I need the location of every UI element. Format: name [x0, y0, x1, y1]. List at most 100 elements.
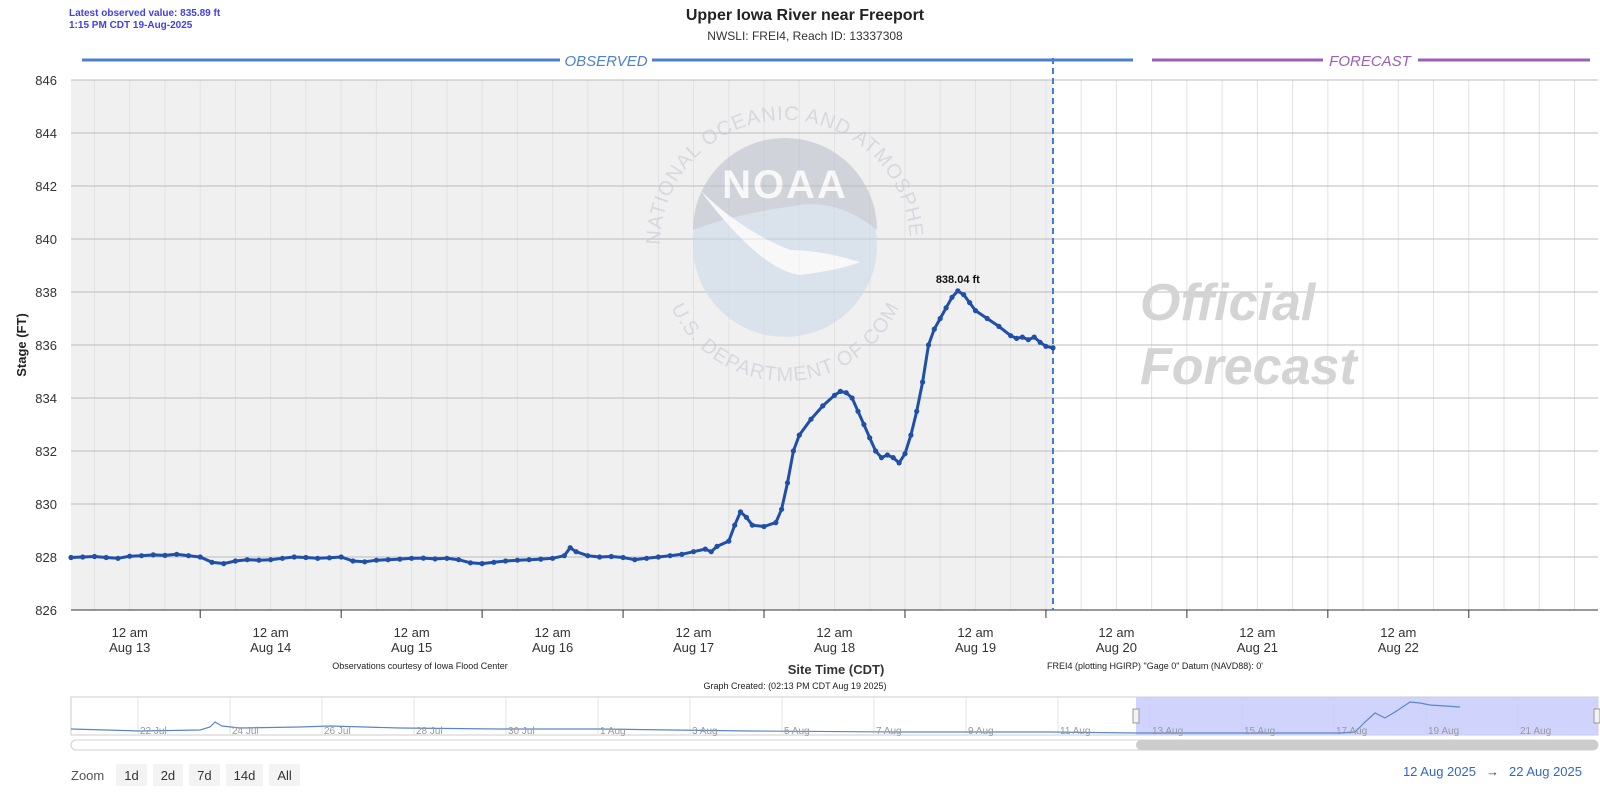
stage-point [567, 545, 573, 551]
x-tick-label-date: Aug 21 [1237, 640, 1278, 655]
x-tick-label-date: Aug 13 [109, 640, 150, 655]
stage-point [920, 379, 926, 385]
latest-value: Latest observed value: 835.89 ft [69, 8, 221, 19]
date-range-display: 12 Aug 2025 → 22 Aug 2025 [1403, 764, 1582, 779]
stage-point [127, 553, 133, 559]
x-tick-label-time: 12 am [1239, 625, 1275, 640]
navigator-date-label: 9 Aug [968, 726, 994, 737]
stage-point [420, 555, 426, 561]
stage-point [708, 549, 714, 555]
datum-note: FREI4 (plotting HGIRP) "Gage 0" Datum (N… [1047, 661, 1263, 671]
stage-point [479, 561, 485, 567]
stage-point [209, 559, 215, 565]
stage-point [620, 554, 626, 561]
zoom-1d-button[interactable]: 1d [116, 764, 147, 786]
stage-point [790, 448, 797, 454]
x-tick-label-date: Aug 19 [955, 640, 996, 655]
stage-point [91, 553, 98, 560]
x-tick-label-date: Aug 15 [391, 640, 432, 655]
stage-point [714, 543, 720, 550]
x-tick-label-time: 12 am [1380, 625, 1416, 640]
stage-point [1019, 334, 1025, 340]
chart-subtitle: NWSLI: FREI4, Reach ID: 13337308 [707, 29, 903, 43]
stage-point [80, 554, 86, 560]
navigator-handle-left[interactable] [1132, 708, 1140, 724]
x-tick-label-date: Aug 22 [1378, 640, 1419, 655]
y-tick-label: 826 [35, 603, 57, 618]
stage-point [861, 421, 867, 428]
latest-observation: Latest observed value: 835.89 ft 1:15 PM… [69, 8, 220, 32]
stage-point [221, 561, 227, 567]
stage-point [679, 551, 685, 557]
stage-point [174, 551, 180, 557]
navigator-handle-right[interactable] [1593, 708, 1600, 724]
stage-point [796, 432, 802, 438]
stage-point [867, 435, 873, 441]
navigator-date-label: 13 Aug [1152, 726, 1183, 737]
stage-point [1037, 339, 1043, 345]
stage-point [1025, 337, 1031, 343]
navigator-date-label: 19 Aug [1428, 726, 1459, 737]
stage-point [949, 294, 955, 300]
stage-point [115, 555, 121, 561]
stage-point [526, 557, 532, 563]
stage-point [503, 558, 509, 564]
y-tick-label: 830 [35, 497, 57, 512]
official-text: Official [1140, 274, 1317, 332]
courtesy-note: Observations courtesy of Iowa Flood Cent… [332, 661, 508, 671]
stage-point [1050, 345, 1056, 351]
stage-point [925, 342, 932, 348]
stage-point [1014, 335, 1020, 341]
navigator-selection[interactable] [1136, 697, 1598, 735]
y-tick-label: 834 [35, 391, 57, 406]
x-tick-label-time: 12 am [1098, 625, 1134, 640]
stage-point [409, 555, 415, 561]
stage-point [150, 552, 156, 558]
x-tick-label-date: Aug 17 [673, 640, 714, 655]
stage-point [1031, 334, 1037, 340]
range-from[interactable]: 12 Aug 2025 [1402, 764, 1476, 779]
stage-point [585, 553, 591, 559]
stage-point [732, 522, 738, 528]
zoom-all-button[interactable]: All [269, 764, 300, 786]
stage-point [902, 451, 908, 457]
stage-point [303, 554, 309, 561]
zoom-14d-button[interactable]: 14d [225, 764, 264, 786]
stage-point [279, 555, 285, 561]
x-axis-label: Site Time (CDT) [788, 662, 885, 677]
stage-point [491, 559, 497, 565]
annotations: 838.04 ft [936, 274, 980, 286]
navigator[interactable]: 22 Jul 24 Jul 26 Jul 28 Jul 30 Jul 1 Aug 3 Aug… [70, 696, 1600, 751]
zoom-7d-button[interactable]: 7d [189, 764, 220, 786]
range-to[interactable]: 22 Aug 2025 [1508, 764, 1582, 779]
navigator-scrollbar-thumb[interactable] [1136, 740, 1598, 750]
peak-annotation: 838.04 ft [936, 274, 980, 286]
stage-point [931, 326, 937, 332]
section-headers: OBSERVED FORECAST [82, 53, 1590, 70]
stage-point [162, 552, 168, 559]
stage-point [749, 522, 755, 528]
zoom-2d-button[interactable]: 2d [152, 764, 184, 786]
stage-point [561, 553, 567, 559]
y-tick-label: 842 [35, 179, 57, 194]
stage-point [702, 546, 708, 552]
x-tick-label-date: Aug 16 [532, 640, 573, 655]
stage-point [538, 556, 544, 562]
navigator-date-label: 21 Aug [1520, 726, 1551, 737]
stage-point [737, 509, 744, 515]
stage-point [597, 554, 603, 560]
stage-point [984, 315, 990, 322]
noaa-logo-text: NOAA [722, 163, 848, 207]
navigator-date-label: 17 Aug [1336, 726, 1367, 737]
stage-point [820, 403, 826, 409]
stage-point [467, 560, 473, 566]
stage-point [726, 538, 732, 544]
stage-point [338, 554, 344, 560]
y-tick-label: 828 [35, 550, 57, 565]
stage-point [326, 555, 332, 561]
y-tick-label: 844 [35, 126, 57, 141]
stage-point [432, 556, 438, 562]
x-tick-label-time: 12 am [253, 625, 289, 640]
x-tick-label-time: 12 am [957, 625, 993, 640]
